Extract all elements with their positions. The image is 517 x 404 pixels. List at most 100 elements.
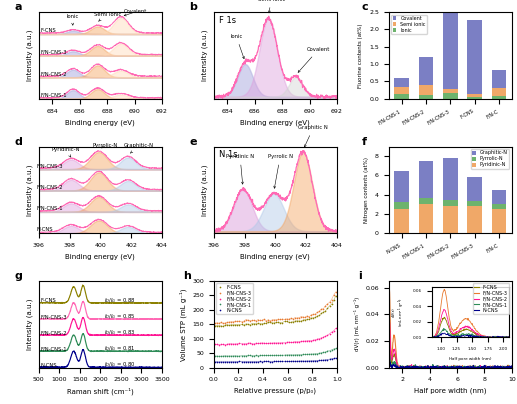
Text: a: a [14,2,22,13]
F/N-CNS-1 [245,353,251,358]
N-CNS [445,365,451,370]
Bar [492,209,506,233]
F/N-CNS-1 [386,351,392,356]
Bar [419,161,433,198]
Bar [443,206,458,233]
Text: N 1s: N 1s [219,150,237,159]
F-CNS [220,324,226,329]
Line: F/N-CNS-2: F/N-CNS-2 [214,328,337,345]
N-CNS [509,365,515,370]
F/N-CNS-1 [453,364,459,368]
F/N-CNS-3 [386,308,392,313]
Text: $I_D$/$I_G$ = 0.80: $I_D$/$I_G$ = 0.80 [104,360,136,369]
F/N-CNS-1 [509,364,515,369]
F/N-CNS-2 [255,341,261,346]
X-axis label: Binding energy (eV): Binding energy (eV) [240,254,310,260]
Text: F/N-CNS-2: F/N-CNS-2 [40,330,67,336]
F/N-CNS-1 [445,364,451,369]
F-CNS [234,322,240,327]
Text: F/N-CNS-1: F/N-CNS-1 [40,93,67,98]
F/N-CNS-3 [253,318,259,323]
N-CNS [290,359,296,364]
Bar [394,202,409,209]
F-CNS [255,321,261,326]
F/N-CNS-2 [245,341,251,346]
N-CNS [245,359,251,364]
Y-axis label: Intensity (a.u.): Intensity (a.u.) [27,299,33,350]
Text: b: b [189,2,197,13]
Line: F/N-CNS-2: F/N-CNS-2 [389,322,512,368]
Bar [394,170,409,202]
Y-axis label: Nitrogen contents (at%): Nitrogen contents (at%) [364,157,369,223]
N-CNS [253,359,259,364]
F/N-CNS-3 [247,318,253,323]
Text: Graphitic-N: Graphitic-N [124,143,154,153]
F/N-CNS-2 [216,342,222,347]
F-CNS [487,365,493,370]
Line: N-CNS: N-CNS [214,357,337,363]
Text: F/N-CNS-1: F/N-CNS-1 [40,347,67,352]
F-CNS [445,365,451,370]
Line: F/N-CNS-1: F/N-CNS-1 [389,353,512,368]
F/N-CNS-3 [487,364,493,368]
Line: N-CNS: N-CNS [389,361,512,368]
F/N-CNS-2 [453,365,459,370]
Bar [419,95,433,99]
Text: N-CNS: N-CNS [37,227,53,232]
F/N-CNS-1 [290,352,296,357]
Text: F 1s: F 1s [219,15,236,25]
Y-axis label: Intensity (a.u.): Intensity (a.u.) [202,30,208,81]
F/N-CNS-2 [386,319,392,324]
F/N-CNS-2 [234,341,240,346]
F/N-CNS-1 [332,346,339,351]
Text: Pyridinic N: Pyridinic N [226,154,254,184]
Bar [492,70,506,88]
F-CNS [395,365,401,370]
Bar [394,78,409,87]
Text: f: f [361,137,367,147]
F/N-CNS-1 [459,365,465,370]
F/N-CNS-2 [396,365,402,370]
F/N-CNS-3 [445,365,451,370]
F/N-CNS-3 [212,321,218,326]
F/N-CNS-1 [249,354,255,358]
F/N-CNS-1 [386,356,392,360]
Bar [467,202,482,206]
Bar [492,88,506,96]
Text: $I_D$/$I_G$ = 0.88: $I_D$/$I_G$ = 0.88 [104,296,136,305]
Text: Pyrrolic N: Pyrrolic N [268,154,293,188]
Line: F-CNS: F-CNS [214,295,337,327]
X-axis label: Binding energy (eV): Binding energy (eV) [66,119,135,126]
Text: F/N-CNS-2: F/N-CNS-2 [40,71,67,76]
Text: F-CNS: F-CNS [40,28,56,33]
Text: F-CNS: F-CNS [40,299,56,303]
F/N-CNS-1 [216,354,222,359]
N-CNS [234,359,240,364]
F-CNS [509,365,515,370]
Text: N-CNS: N-CNS [40,363,57,368]
F/N-CNS-2 [487,364,493,369]
Legend: F-CNS, F/N-CNS-3, F/N-CNS-2, F/N-CNS-1, N-CNS: F-CNS, F/N-CNS-3, F/N-CNS-2, F/N-CNS-1, … [216,283,253,314]
F/N-CNS-3 [506,365,512,370]
Text: $I_D$/$I_G$ = 0.83: $I_D$/$I_G$ = 0.83 [104,328,136,337]
F/N-CNS-3 [386,286,392,290]
X-axis label: Binding energy (eV): Binding energy (eV) [240,119,310,126]
Text: Semi ionic: Semi ionic [94,12,121,21]
Line: F-CNS: F-CNS [389,335,512,368]
Bar [419,85,433,95]
Legend: Graphitic-N, Pyrrolic-N, Pyridinic-N: Graphitic-N, Pyrrolic-N, Pyridinic-N [470,149,509,169]
Text: i: i [358,271,361,281]
X-axis label: Raman shift (cm⁻¹): Raman shift (cm⁻¹) [67,388,134,396]
Y-axis label: Intensity (a.u.): Intensity (a.u.) [27,30,33,81]
F/N-CNS-3 [242,317,249,322]
Bar [443,93,458,99]
F-CNS [249,321,255,326]
F/N-CNS-3 [287,316,294,320]
F/N-CNS-2 [290,340,296,345]
Bar [443,13,458,89]
F/N-CNS-3 [453,365,459,370]
F-CNS [453,365,459,370]
F/N-CNS-2 [386,332,392,337]
F-CNS [245,322,251,326]
Line: F/N-CNS-3: F/N-CNS-3 [389,288,512,368]
